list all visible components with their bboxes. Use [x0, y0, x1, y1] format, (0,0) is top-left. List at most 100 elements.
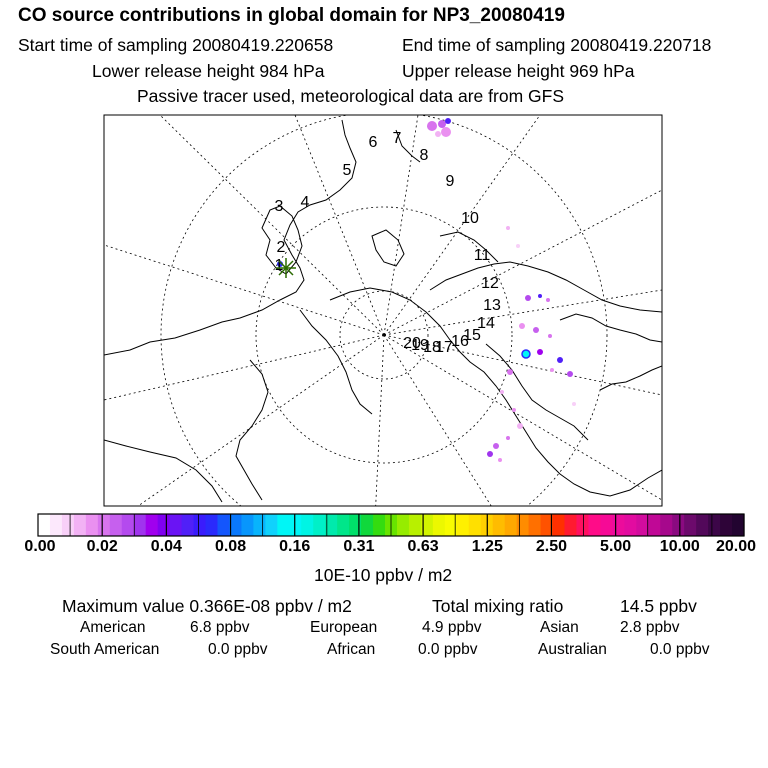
- lower-release-label: Lower release height 984 hPa: [92, 61, 325, 81]
- plume-cell: [533, 327, 539, 333]
- colorbar-cell: [432, 514, 446, 536]
- colorbar-cell: [492, 514, 506, 536]
- colorbar-cell: [157, 514, 171, 536]
- plume-cell: [506, 226, 510, 230]
- meridian: [375, 334, 385, 506]
- colorbar-cell: [277, 514, 290, 536]
- colorbar-tick-label: 20.00: [715, 538, 757, 555]
- colorbar-cell: [408, 514, 422, 536]
- colorbar-cell: [468, 514, 482, 536]
- colorbar-cell: [600, 514, 613, 536]
- colorbar-cell: [420, 514, 434, 536]
- colorbar-cell: [205, 514, 219, 536]
- meridian: [383, 334, 662, 501]
- trajectory-label: 5: [343, 162, 352, 179]
- region-name: American: [80, 619, 146, 636]
- colorbar-tick-label: 0.02: [86, 538, 118, 555]
- colorbar-cell: [708, 514, 721, 536]
- plume-cell: [537, 349, 543, 355]
- plume-cell: [517, 423, 523, 429]
- colorbar-cell: [732, 514, 745, 536]
- colorbar-cell: [588, 514, 602, 536]
- plume-cell: [493, 443, 499, 449]
- trajectory-label: 2: [277, 239, 286, 256]
- plume-cell: [441, 127, 451, 137]
- colorbar-tick-label: 0.63: [407, 538, 439, 555]
- plume-cell: [548, 334, 552, 338]
- meridian: [383, 334, 492, 506]
- plume-cell: [512, 408, 516, 412]
- colorbar-cell: [504, 514, 518, 536]
- trajectory-label: 13: [483, 297, 501, 314]
- colorbar-cell: [612, 514, 625, 536]
- plume-cell: [435, 131, 441, 137]
- colorbar-tick-label: 0.00: [24, 538, 56, 555]
- plume-cell: [516, 244, 520, 248]
- colorbar-tick-label: 0.16: [279, 538, 311, 555]
- colorbar-cell: [696, 514, 709, 536]
- start-time-label: Start time of sampling 20080419.220658: [18, 35, 334, 55]
- trajectory-label: 4: [301, 194, 310, 211]
- colorbar-cell: [49, 514, 63, 536]
- meridian: [104, 244, 385, 336]
- colorbar-cell: [624, 514, 637, 536]
- colorbar-cell: [181, 514, 195, 536]
- colorbar-tick-label: 5.00: [600, 538, 632, 555]
- latitude-circle: [160, 115, 608, 506]
- graticule: [104, 115, 662, 506]
- colorbar-cell: [456, 514, 470, 536]
- total-mixing-value: 14.5 ppbv: [620, 596, 697, 616]
- trajectory-label: 8: [420, 147, 429, 164]
- colorbar-cell: [85, 514, 99, 536]
- meridian: [159, 115, 385, 336]
- region-name: Australian: [538, 641, 607, 658]
- chart-title: CO source contributions in global domain…: [18, 5, 565, 26]
- upper-release-label: Upper release height 969 hPa: [402, 61, 635, 81]
- colorbar-cell: [97, 514, 111, 536]
- latitude-circle: [255, 206, 513, 464]
- trajectory-label: 9: [446, 173, 455, 190]
- colorbar-cell: [133, 514, 147, 536]
- plume-cell: [538, 294, 542, 298]
- colorbar-cell: [325, 514, 338, 536]
- meridian: [137, 334, 385, 506]
- colorbar-cell: [145, 514, 159, 536]
- colorbar-cell: [444, 514, 458, 536]
- plume-cell: [546, 298, 550, 302]
- map-frame: [103, 114, 663, 507]
- region-name: African: [327, 641, 376, 658]
- max-value-label: Maximum value 0.366E-08 ppbv / m2: [62, 596, 352, 616]
- trajectory-label: 19: [411, 337, 429, 354]
- region-name: Asian: [540, 619, 579, 636]
- colorbar-tick-label: 0.04: [150, 538, 182, 555]
- region-name: South American: [50, 641, 160, 658]
- tracer-patches: [277, 118, 576, 462]
- colorbar-tick-label: 10.00: [659, 538, 700, 555]
- colorbar-cell: [241, 514, 254, 536]
- colorbar-cell: [73, 514, 87, 536]
- region-value: 0.0 ppbv: [650, 641, 710, 658]
- colorbar-cell: [109, 514, 123, 536]
- colorbar-tick-label: 2.50: [535, 538, 568, 555]
- colorbar-cell: [313, 514, 326, 536]
- colorbar-cell: [564, 514, 578, 536]
- colorbar: [37, 513, 745, 537]
- plume-cell: [557, 357, 563, 363]
- total-mixing-label: Total mixing ratio: [432, 596, 564, 616]
- colorbar-cell: [349, 514, 362, 536]
- trajectory-label: 14: [477, 315, 495, 332]
- trajectory-label: 16: [451, 333, 469, 350]
- plume-cell: [438, 120, 446, 128]
- colorbar-tick-label: 1.25: [471, 538, 503, 555]
- colorbar-cell: [648, 514, 661, 536]
- colorbar-tick-label: 0.31: [343, 538, 375, 555]
- colorbar-cell: [636, 514, 649, 536]
- colorbar-cell: [684, 514, 697, 536]
- meridian: [383, 289, 662, 336]
- colorbar-cell: [289, 514, 302, 536]
- colorbar-cell: [38, 514, 51, 536]
- plume-cell: [498, 458, 502, 462]
- region-name: European: [310, 619, 378, 636]
